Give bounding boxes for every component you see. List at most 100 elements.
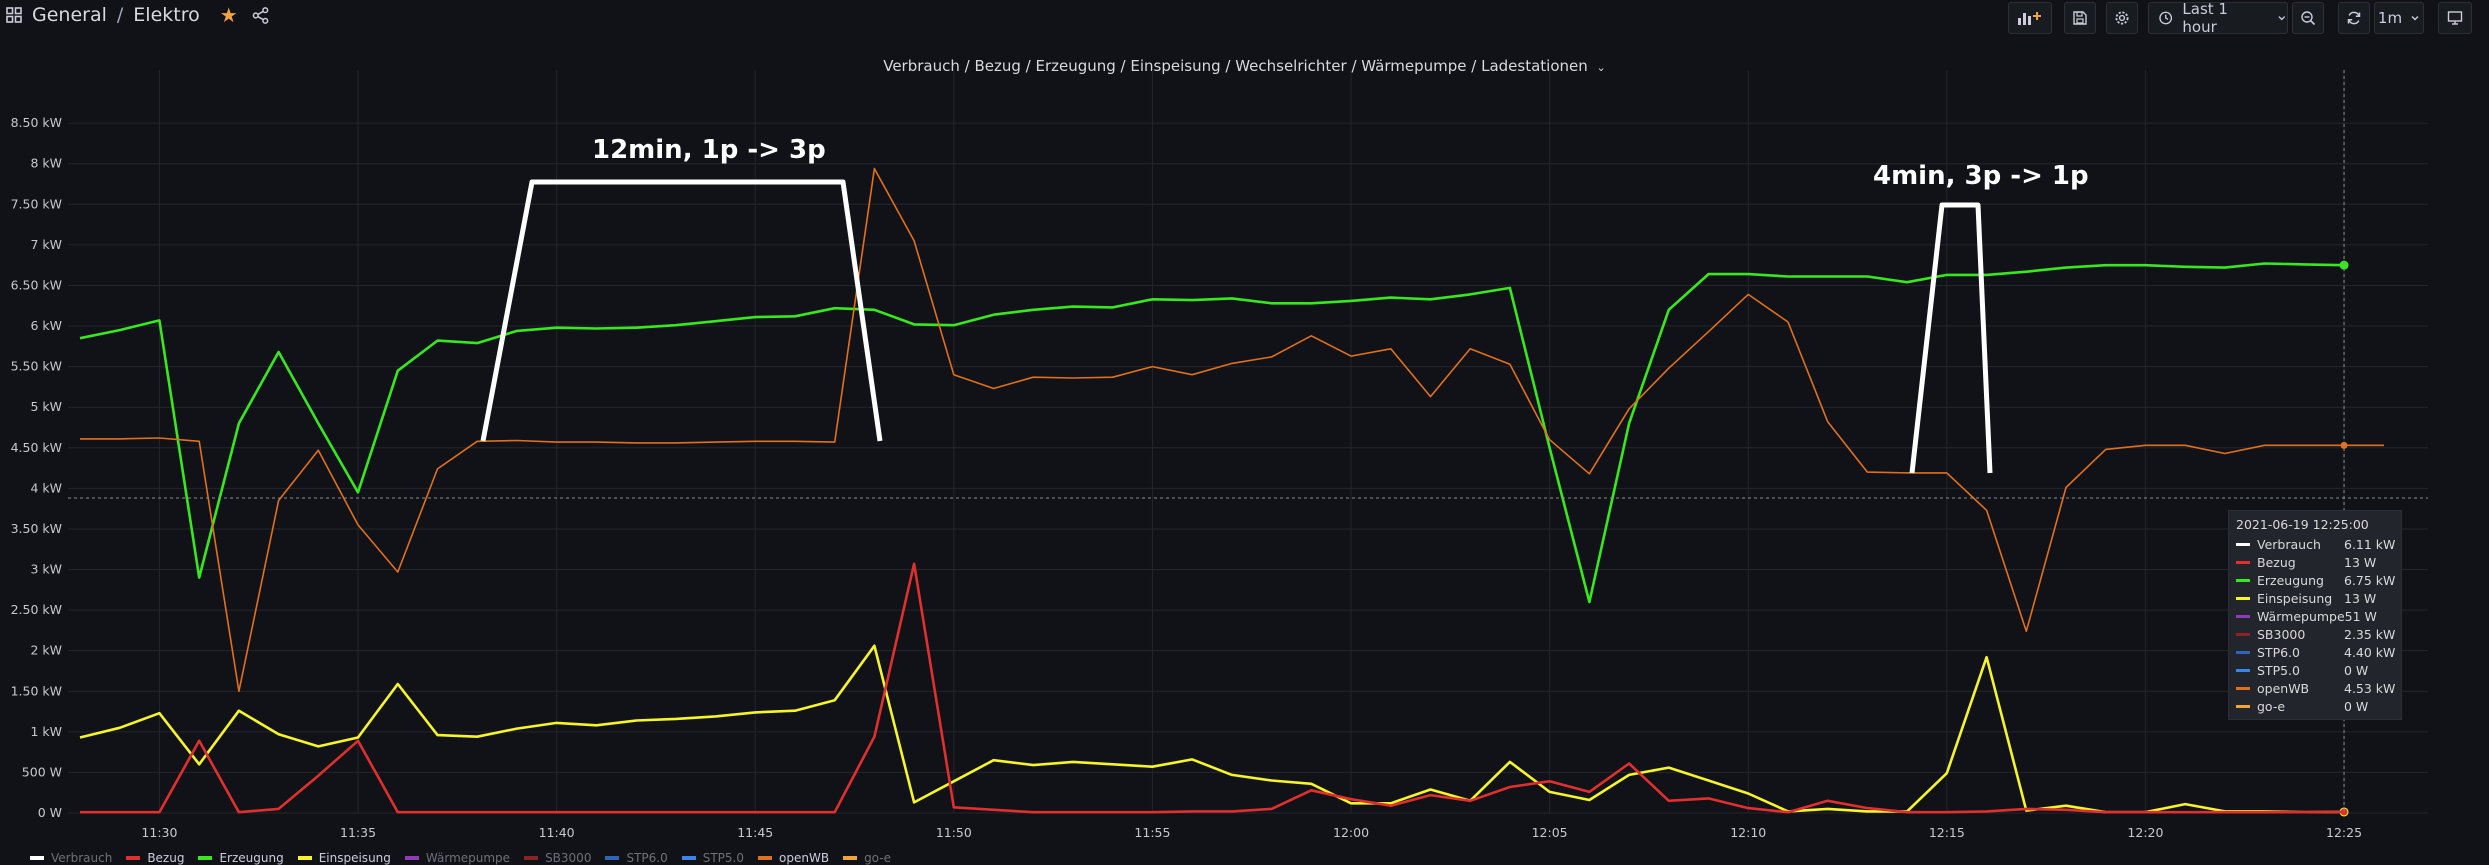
tooltip-series-value: 13 W <box>2344 554 2377 570</box>
legend-label: SB3000 <box>545 851 592 865</box>
legend-swatch <box>605 856 620 860</box>
series-line-openwb <box>80 167 2344 693</box>
tooltip-series-value: 13 W <box>2344 590 2377 606</box>
tooltip-series-name: openWB <box>2257 680 2310 696</box>
series-hover-point <box>2339 260 2349 270</box>
legend-item-verbrauch[interactable]: Verbrauch <box>30 851 112 865</box>
series-hover-point <box>2340 808 2348 816</box>
chart-series <box>79 167 2385 817</box>
tooltip-row: Einspeisung 13 W <box>2236 589 2394 607</box>
chevron-down-icon <box>2411 16 2419 21</box>
tooltip-row: openWB 4.53 kW <box>2236 679 2396 697</box>
y-tick-label: 0 W <box>38 805 62 820</box>
hover-tooltip: 2021-06-19 12:25:00 Verbrauch 6.11 kW Bezu… <box>2228 510 2402 720</box>
tooltip-series-value: 0 W <box>2344 662 2369 678</box>
legend-item-erzeugung[interactable]: Erzeugung <box>198 851 284 865</box>
legend-label: Bezug <box>147 851 185 865</box>
clock-icon <box>2159 11 2173 25</box>
legend-swatch <box>524 856 539 860</box>
x-tick-label: 11:35 <box>340 825 376 840</box>
legend-item-einspeisung[interactable]: Einspeisung <box>297 851 391 865</box>
legend-item-stp5.0[interactable]: STP5.0 <box>681 851 745 865</box>
legend-label: Verbrauch <box>51 851 113 865</box>
tooltip-series-value: 4.53 kW <box>2344 680 2396 696</box>
annotation-trace-right <box>1909 202 1993 474</box>
x-tick-label: 11:30 <box>141 825 177 840</box>
time-range-picker[interactable]: Last 1 hour <box>2148 0 2288 36</box>
refresh-dashboard-button[interactable] <box>2338 2 2370 34</box>
panel-title[interactable]: Verbrauch / Bezug / Erzeugung / Einspeis… <box>0 57 2489 75</box>
breadcrumb: General / Elektro ★ <box>6 3 269 27</box>
share-icon[interactable] <box>252 6 269 24</box>
x-tick-label: 12:05 <box>1532 825 1568 840</box>
y-tick-label: 6.50 kW <box>11 277 62 292</box>
refresh-icon <box>2347 11 2361 25</box>
tooltip-series-swatch <box>2236 614 2250 618</box>
breadcrumb-folder-link[interactable]: General <box>32 4 107 26</box>
y-tick-label: 3 kW <box>30 562 62 577</box>
time-range-label: Last 1 hour <box>2182 0 2228 36</box>
legend-item-openwb[interactable]: openWB <box>758 851 829 865</box>
legend-swatch <box>681 856 696 860</box>
refresh-interval-picker[interactable]: 1m <box>2374 2 2424 34</box>
legend-item-bezug[interactable]: Bezug <box>126 851 184 865</box>
tooltip-series-swatch <box>2236 596 2250 600</box>
series-line-erzeugung <box>79 262 2345 604</box>
y-tick-label: 2.50 kW <box>11 602 62 617</box>
legend-swatch <box>404 856 419 860</box>
legend-label: Erzeugung <box>219 851 284 865</box>
tooltip-series-swatch <box>2236 578 2250 582</box>
tooltip-series-swatch <box>2236 650 2250 654</box>
legend-item-go-e[interactable]: go-e <box>843 851 891 865</box>
legend-item-stp6.0[interactable]: STP6.0 <box>605 851 668 865</box>
panel-title-text: Verbrauch / Bezug / Erzeugung / Einspeis… <box>883 57 1588 75</box>
y-tick-label: 5 kW <box>30 399 62 414</box>
x-tick-label: 11:45 <box>737 825 773 840</box>
legend-label: STP6.0 <box>626 851 668 865</box>
y-tick-label: 4.50 kW <box>11 440 62 455</box>
series-line-einspeisung <box>79 644 2345 814</box>
tooltip-series-name: SB3000 <box>2257 626 2306 642</box>
y-tick-label: 8 kW <box>30 156 62 171</box>
save-icon <box>2073 11 2087 25</box>
annotation-drawings: 12min, 1p -> 3p 4min, 3p -> 1p <box>480 135 2089 474</box>
legend-item-wärmepumpe[interactable]: Wärmepumpe <box>404 851 510 865</box>
chart-legend: Verbrauch Bezug Erzeugung Einspeisung Wärmep… <box>30 851 905 865</box>
tooltip-series-swatch <box>2236 686 2250 690</box>
zoom-out-button[interactable] <box>2292 2 2324 34</box>
y-tick-label: 3.50 kW <box>11 521 62 536</box>
y-tick-label: 2 kW <box>30 643 62 658</box>
add-panel-button[interactable] <box>2008 2 2052 34</box>
gear-icon <box>2115 11 2129 25</box>
dashboards-grid-icon[interactable] <box>6 7 22 23</box>
y-tick-label: 1.50 kW <box>11 683 62 698</box>
dashboard-settings-button[interactable] <box>2106 2 2138 34</box>
x-tick-label: 11:55 <box>1134 825 1170 840</box>
tooltip-series-value: 6.11 kW <box>2344 536 2396 552</box>
y-tick-label: 1 kW <box>30 724 62 739</box>
chart-grid <box>68 70 2428 814</box>
tooltip-series-value: 4.40 kW <box>2344 644 2396 660</box>
cycle-view-mode-button[interactable] <box>2438 2 2472 34</box>
legend-label: go-e <box>864 851 891 865</box>
legend-item-sb3000[interactable]: SB3000 <box>524 851 591 865</box>
tooltip-series-name: Bezug <box>2257 554 2296 570</box>
favorite-star-icon[interactable]: ★ <box>219 3 238 27</box>
y-tick-label: 5.50 kW <box>11 359 62 374</box>
legend-label: Einspeisung <box>318 851 391 865</box>
x-tick-label: 12:10 <box>1730 825 1766 840</box>
legend-label: STP5.0 <box>702 851 745 865</box>
tooltip-series-name: Erzeugung <box>2257 572 2324 588</box>
breadcrumb-dashboard-title[interactable]: Elektro <box>133 4 200 26</box>
legend-swatch <box>297 856 312 860</box>
legend-label: openWB <box>779 851 830 865</box>
tooltip-series-swatch <box>2236 704 2250 708</box>
tooltip-series-swatch <box>2236 542 2250 546</box>
tooltip-series-value: 51 W <box>2344 608 2377 624</box>
annotation-trace-left <box>480 179 883 442</box>
tooltip-row: go-e 0 W <box>2236 697 2394 715</box>
save-dashboard-button[interactable] <box>2064 2 2096 34</box>
tooltip-row: STP5.0 0 W <box>2236 661 2394 679</box>
series-line-bezug <box>80 562 2345 814</box>
